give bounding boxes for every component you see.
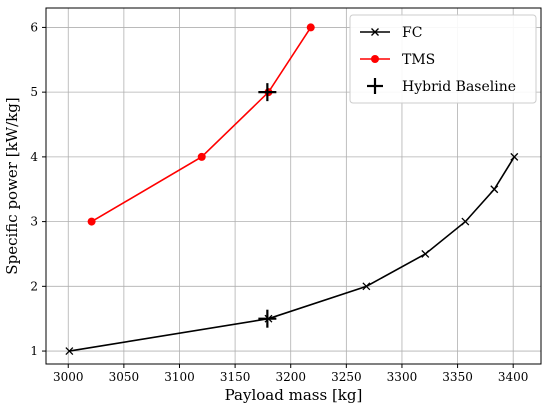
- marker-stroke: [510, 152, 519, 161]
- marker-stroke: [490, 185, 499, 194]
- data-point: [490, 185, 499, 194]
- x-tick-label: 3150: [220, 370, 251, 384]
- x-tick-label: 3100: [164, 370, 195, 384]
- data-point: [510, 152, 519, 161]
- marker-stroke: [362, 282, 371, 291]
- x-marker: [371, 28, 379, 36]
- x-tick-label: 3250: [331, 370, 362, 384]
- legend-label: TMS: [402, 52, 435, 68]
- legend: FC TMS Hybrid Baseline: [349, 14, 537, 104]
- marker-dot: [197, 152, 206, 161]
- data-point: [461, 217, 470, 226]
- series-0: [65, 152, 519, 356]
- x-tick-label: 3300: [387, 370, 418, 384]
- marker-stroke: [371, 28, 379, 36]
- data-point: [65, 347, 74, 356]
- legend-label: FC: [402, 25, 422, 41]
- data-point: [258, 309, 277, 328]
- plot-frame: [45, 7, 542, 365]
- x-tick-label: 3200: [275, 370, 306, 384]
- y-axis-label: Specific power [kW/kg]: [3, 97, 21, 274]
- x-tick-label: 3000: [53, 370, 84, 384]
- marker-dot: [371, 55, 379, 63]
- series-line: [91, 26, 312, 223]
- data-point: [258, 83, 277, 102]
- series-layer: [65, 23, 519, 356]
- marker-stroke: [65, 347, 74, 356]
- y-tick-label: 4: [30, 150, 38, 164]
- legend-entry: TMS: [360, 52, 435, 68]
- x-tick-label: 3350: [442, 370, 473, 384]
- circle-marker: [371, 55, 379, 63]
- legend-box: [349, 14, 537, 104]
- y-tick-label: 2: [30, 279, 38, 293]
- marker-stroke: [421, 250, 430, 258]
- y-tick-label: 1: [30, 344, 38, 358]
- series-1: [87, 23, 315, 226]
- y-tick-label: 5: [30, 85, 38, 99]
- data-point: [306, 23, 315, 32]
- data-point: [197, 152, 206, 161]
- y-tick-label: 3: [30, 215, 38, 229]
- x-axis-label: Payload mass [kg]: [225, 386, 363, 404]
- series-line: [69, 156, 515, 352]
- x-tick-label: 3400: [498, 370, 529, 384]
- legend-label: Hybrid Baseline: [402, 79, 516, 95]
- marker-stroke: [461, 217, 470, 226]
- plus-marker: [367, 78, 383, 94]
- legend-entry: Hybrid Baseline: [367, 78, 516, 95]
- data-point: [87, 217, 96, 226]
- marker-dot: [87, 217, 96, 226]
- data-point: [421, 250, 430, 258]
- x-tick-label: 3050: [109, 370, 140, 384]
- marker-dot: [306, 23, 315, 32]
- data-point: [362, 282, 371, 291]
- ticks: 3000 3050 3100 3150 3200 3250 3300 3350 3400 1 2 3 4…: [30, 20, 528, 384]
- y-tick-label: 6: [30, 20, 38, 34]
- legend-entry: FC: [360, 25, 422, 41]
- series-2: [258, 83, 277, 328]
